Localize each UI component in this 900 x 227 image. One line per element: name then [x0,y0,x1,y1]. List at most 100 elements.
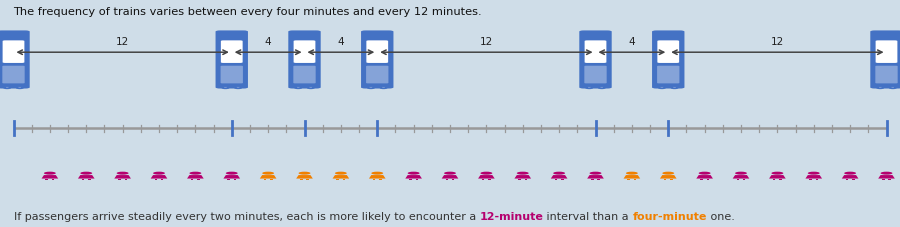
Polygon shape [41,175,58,179]
Circle shape [80,172,92,175]
Polygon shape [598,179,600,180]
Polygon shape [815,179,818,180]
Polygon shape [888,179,891,180]
Text: If passengers arrive steadily every two minutes, each is more likely to encounte: If passengers arrive steadily every two … [14,212,479,222]
Polygon shape [627,179,630,180]
Text: one.: one. [706,212,734,222]
Polygon shape [234,179,236,180]
Circle shape [844,172,856,175]
Circle shape [880,172,893,175]
Polygon shape [45,179,48,180]
Polygon shape [296,175,313,179]
Polygon shape [525,179,527,180]
Text: 12-minute: 12-minute [479,212,543,222]
FancyBboxPatch shape [220,66,243,83]
Circle shape [4,87,11,89]
Circle shape [889,87,896,89]
Polygon shape [191,179,193,180]
Circle shape [308,87,314,89]
Polygon shape [161,179,164,180]
Polygon shape [416,179,418,180]
Polygon shape [515,175,531,179]
Polygon shape [405,175,422,179]
Polygon shape [664,179,666,180]
Circle shape [481,172,492,175]
Polygon shape [697,175,713,179]
Polygon shape [223,175,240,179]
Polygon shape [78,175,94,179]
Circle shape [671,87,678,89]
Circle shape [335,172,346,175]
Circle shape [626,172,638,175]
Polygon shape [452,179,454,180]
Circle shape [153,172,165,175]
Polygon shape [52,179,54,180]
Polygon shape [337,179,339,180]
Polygon shape [852,179,855,180]
FancyBboxPatch shape [876,40,897,63]
Polygon shape [114,175,130,179]
Circle shape [444,172,456,175]
Polygon shape [551,175,567,179]
Polygon shape [446,179,448,180]
Circle shape [662,172,674,175]
Polygon shape [300,179,302,180]
Polygon shape [809,179,812,180]
Circle shape [698,172,711,175]
Polygon shape [333,175,349,179]
Polygon shape [124,179,127,180]
Circle shape [226,172,238,175]
FancyBboxPatch shape [366,66,389,83]
Polygon shape [478,175,495,179]
Circle shape [235,87,241,89]
Polygon shape [842,175,859,179]
FancyBboxPatch shape [652,30,685,89]
Polygon shape [264,179,266,180]
FancyBboxPatch shape [0,30,30,89]
Polygon shape [773,179,776,180]
Polygon shape [733,175,750,179]
FancyBboxPatch shape [216,30,248,89]
Circle shape [771,172,783,175]
Polygon shape [587,175,604,179]
Text: four-minute: four-minute [633,212,706,222]
FancyBboxPatch shape [220,40,243,63]
FancyBboxPatch shape [361,30,393,89]
Polygon shape [410,179,411,180]
FancyBboxPatch shape [585,40,607,63]
FancyBboxPatch shape [3,40,24,63]
Polygon shape [379,179,382,180]
Circle shape [368,87,374,89]
Polygon shape [88,179,91,180]
Circle shape [295,87,302,89]
Polygon shape [489,179,491,180]
Polygon shape [554,179,557,180]
Polygon shape [343,179,346,180]
FancyBboxPatch shape [584,66,607,83]
Polygon shape [806,175,822,179]
FancyBboxPatch shape [3,66,24,83]
Polygon shape [846,179,848,180]
Polygon shape [779,179,782,180]
Text: 12: 12 [116,37,130,47]
Polygon shape [118,179,121,180]
Text: 4: 4 [338,37,344,47]
Polygon shape [742,179,745,180]
Polygon shape [270,179,273,180]
Polygon shape [591,179,594,180]
Polygon shape [561,179,563,180]
Circle shape [598,87,605,89]
Polygon shape [660,175,677,179]
Text: 12: 12 [480,37,493,47]
Polygon shape [670,179,672,180]
FancyBboxPatch shape [876,66,897,83]
Polygon shape [706,179,709,180]
Circle shape [44,172,56,175]
Circle shape [808,172,820,175]
Polygon shape [82,179,85,180]
Polygon shape [770,175,786,179]
Text: The frequency of trains varies between every four minutes and every 12 minutes.: The frequency of trains varies between e… [14,7,482,17]
Circle shape [517,172,528,175]
Circle shape [735,172,747,175]
Polygon shape [700,179,703,180]
